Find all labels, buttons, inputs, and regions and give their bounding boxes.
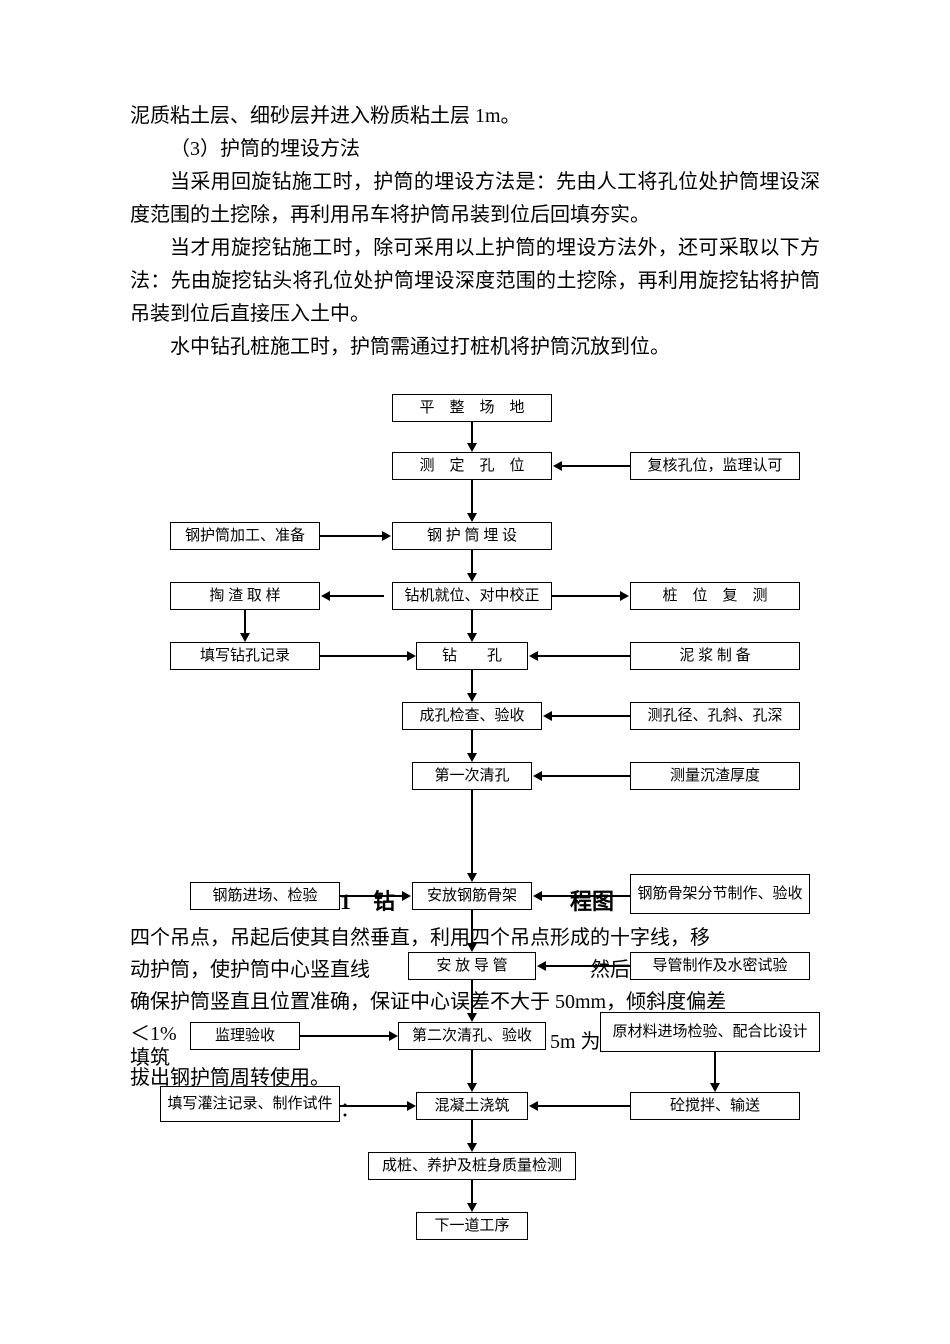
- node-site-level: 平 整 场 地: [392, 394, 552, 422]
- node-supervise: 监理验收: [190, 1022, 300, 1050]
- node-casing-prep: 钢护筒加工、准备: [170, 522, 320, 550]
- node-cage-make: 钢筋骨架分节制作、验收: [630, 874, 810, 914]
- node-locate-hole: 测 定 孔 位: [392, 452, 552, 480]
- node-pour: 混凝土浇筑: [416, 1092, 528, 1120]
- node-next: 下一道工序: [416, 1212, 528, 1240]
- node-drill-log: 填写钻孔记录: [170, 642, 320, 670]
- bg-line2a: 动护筒，使护筒中心竖直线: [130, 954, 370, 987]
- node-second-clean: 第二次清孔、验收: [398, 1022, 546, 1050]
- para-4: 当才用旋挖钻施工时，除可采用以上护筒的埋设方法外，还可采取以下方法：先由旋挖钻头…: [130, 232, 820, 331]
- flowchart: 1 钻 程图 四个吊点，吊起后使其自然垂直，利用四个吊点形成的十字线，移 动护筒…: [130, 394, 830, 1254]
- node-mud-prep: 泥 浆 制 备: [630, 642, 800, 670]
- node-pile-recheck: 桩 位 复 测: [630, 582, 800, 610]
- node-mix-transport: 砼搅拌、输送: [630, 1092, 800, 1120]
- node-casing-install: 钢 护 筒 埋 设: [392, 522, 552, 550]
- node-tremie-test: 导管制作及水密试验: [630, 952, 810, 980]
- node-sediment: 测量沉渣厚度: [630, 762, 800, 790]
- bg-caption-left: 1 钻: [340, 884, 395, 920]
- node-first-clean: 第一次清孔: [412, 762, 532, 790]
- node-slag-sample: 掏 渣 取 样: [170, 582, 320, 610]
- bg-line1: 四个吊点，吊起后使其自然垂直，利用四个吊点形成的十字线，移: [130, 922, 830, 955]
- node-cure-test: 成桩、养护及桩身质量检测: [368, 1152, 576, 1180]
- bg-line2b: 然后: [590, 954, 630, 987]
- node-measure-hole: 测孔径、孔斜、孔深: [630, 702, 800, 730]
- node-rebar-in: 钢筋进场、检验: [190, 882, 340, 910]
- node-place-tremie: 安 放 导 管: [408, 952, 536, 980]
- node-rig-align: 钻机就位、对中校正: [392, 582, 552, 610]
- para-5: 水中钻孔桩施工时，护筒需通过打桩机将护筒沉放到位。: [130, 331, 820, 364]
- node-pour-log: 填写灌注记录、制作试件: [160, 1086, 340, 1122]
- node-raw-mat: 原材料进场检验、配合比设计: [600, 1012, 820, 1052]
- para-1: 泥质粘土层、细砂层并进入粉质粘土层 1m。: [130, 100, 820, 133]
- bg-caption-right: 程图: [570, 884, 614, 920]
- node-recheck-hole: 复核孔位，监理认可: [630, 452, 800, 480]
- bg-line4c: 5m 为: [550, 1026, 601, 1059]
- node-drill: 钻 孔: [416, 642, 528, 670]
- node-place-cage: 安放钢筋骨架: [412, 882, 532, 910]
- node-hole-accept: 成孔检查、验收: [402, 702, 542, 730]
- para-3: 当采用回旋钻施工时，护筒的埋设方法是：先由人工将孔位处护筒埋设深度范围的土挖除，…: [130, 166, 820, 232]
- para-2: （3）护筒的埋设方法: [130, 133, 820, 166]
